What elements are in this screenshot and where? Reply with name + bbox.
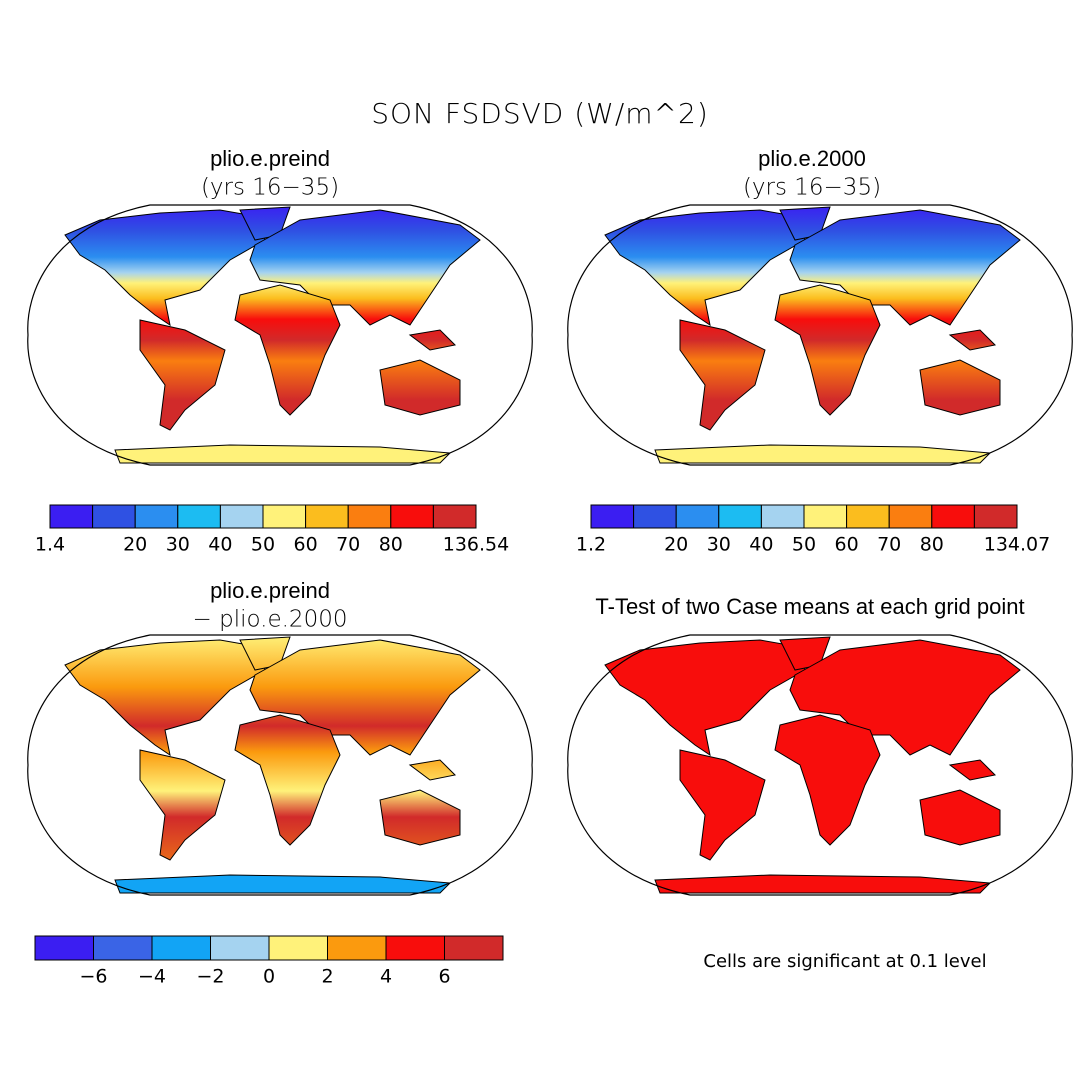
colorbar-tick-label: 0 — [263, 966, 275, 988]
map-panel — [567, 634, 1073, 896]
colorbar-box — [210, 935, 270, 961]
colorbar-tick-label: 80 — [920, 534, 944, 556]
colorbar-tick-label: 40 — [749, 534, 773, 556]
colorbar-tick-label: 40 — [208, 534, 232, 556]
colorbar-box — [219, 504, 264, 529]
colorbar-box — [134, 504, 179, 529]
colorbar-box — [390, 504, 434, 529]
panel-title: T-Test of two Case means at each grid po… — [595, 594, 1024, 619]
colorbar-box — [305, 504, 349, 529]
colorbar-tick-label: 136.54 — [443, 534, 509, 556]
colorbar-box — [888, 504, 933, 529]
map-panel — [27, 634, 533, 896]
colorbar-box — [633, 504, 677, 529]
colorbar-tick-label: 30 — [707, 534, 731, 556]
colorbar-tick-label: 20 — [123, 534, 147, 556]
figure-title: SON FSDSVD (W/m^2) — [371, 97, 709, 130]
colorbar-box — [151, 935, 211, 961]
colorbar-box — [432, 504, 477, 529]
colorbar-box — [931, 504, 975, 529]
colorbar-tick-label: 4 — [380, 966, 392, 988]
colorbar-tick-label: 80 — [379, 534, 403, 556]
colorbar-tick-label: 20 — [664, 534, 688, 556]
colorbar-box — [718, 504, 762, 529]
colorbar-tick-label: 50 — [251, 534, 275, 556]
colorbar-box — [327, 935, 387, 961]
colorbar-box — [92, 504, 136, 529]
colorbar-box — [846, 504, 890, 529]
colorbar-box — [760, 504, 805, 529]
colorbar-tick-label: −6 — [79, 966, 107, 988]
colorbar-box — [590, 504, 635, 529]
panel-title: plio.e.preind — [210, 146, 330, 171]
map-panel — [567, 204, 1073, 466]
colorbar-box — [268, 935, 328, 961]
colorbar-box — [49, 504, 94, 529]
colorbar-tick-label: 70 — [877, 534, 901, 556]
colorbar-tick-label: 6 — [438, 966, 450, 988]
note: Cells are significant at 0.1 level — [703, 951, 986, 972]
panel-subtitle: (yrs 16−35) — [201, 175, 339, 201]
colorbar-box — [34, 935, 94, 961]
colorbar-box — [803, 504, 848, 529]
panel-subtitle: − plio.e.2000 — [193, 607, 348, 633]
colorbar-tick-label: 70 — [336, 534, 360, 556]
colorbar-box — [973, 504, 1018, 529]
colorbar-box — [262, 504, 307, 529]
colorbar-tick-label: 60 — [294, 534, 318, 556]
colorbar-tick-label: −4 — [138, 966, 166, 988]
colorbar-box — [675, 504, 720, 529]
colorbar-box — [444, 935, 504, 961]
colorbar-tick-label: 134.07 — [984, 534, 1050, 556]
panel-title: plio.e.preind — [210, 578, 330, 603]
colorbar-tick-label: 1.4 — [35, 534, 65, 556]
panel-subtitle: (yrs 16−35) — [743, 175, 881, 201]
colorbar-box — [177, 504, 221, 529]
colorbar-tick-label: 50 — [792, 534, 816, 556]
colorbar-box — [93, 935, 153, 961]
colorbar-box — [347, 504, 392, 529]
colorbar-box — [385, 935, 445, 961]
colorbar-tick-label: 2 — [321, 966, 333, 988]
colorbar-tick-label: 1.2 — [576, 534, 606, 556]
map-panel — [27, 204, 533, 466]
colorbar-tick-label: 60 — [835, 534, 859, 556]
colorbar-tick-label: 30 — [166, 534, 190, 556]
panel-title: plio.e.2000 — [758, 146, 866, 171]
colorbar-tick-label: −2 — [196, 966, 224, 988]
